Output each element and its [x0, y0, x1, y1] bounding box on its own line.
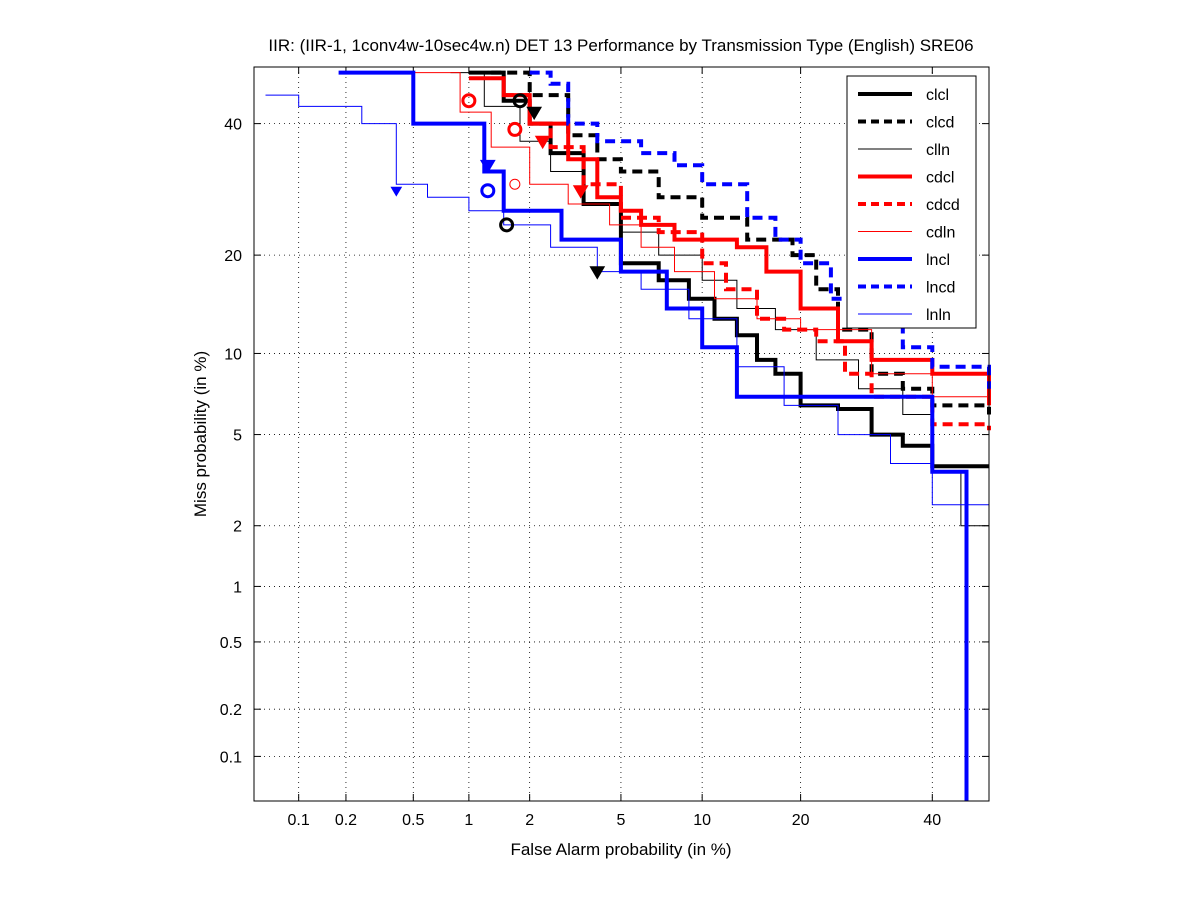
x-tick-label: 1 — [464, 812, 473, 829]
y-tick-label: 2 — [233, 519, 242, 536]
y-tick-label: 0.2 — [220, 702, 242, 719]
x-tick-label: 20 — [792, 812, 810, 829]
actual-dcf-marker-clcl — [589, 266, 606, 280]
y-tick-label: 10 — [224, 346, 242, 363]
actual-dcf-marker-clcd — [526, 106, 543, 121]
legend-label-cdln: cdln — [926, 225, 955, 242]
y-tick-label: 5 — [233, 428, 242, 445]
y-tick-label: 40 — [224, 117, 242, 134]
y-tick-label: 20 — [224, 248, 242, 265]
x-tick-label: 2 — [525, 812, 534, 829]
legend-label-clcd: clcd — [926, 115, 954, 132]
x-tick-label: 10 — [693, 812, 711, 829]
det-curve-clcd — [491, 70, 991, 415]
legend: clcl clcd clln cdcl cdcd cdln lncl lncd lnln — [846, 75, 977, 329]
det-curve-lncl — [338, 70, 969, 801]
det-curve-cdcd — [503, 93, 991, 431]
min-dcf-marker-lncl — [480, 183, 496, 199]
x-tick-label: 5 — [616, 812, 625, 829]
operating-point-markers — [390, 93, 606, 280]
y-axis-label: Miss probability (in %) — [191, 351, 210, 517]
plot-area-border — [253, 66, 990, 802]
x-ticks: 0.1 0.2 0.5 1 2 5 10 20 40 — [288, 67, 941, 829]
x-tick-label: 40 — [923, 812, 941, 829]
legend-label-lncd: lncd — [926, 280, 955, 297]
y-ticks: 0.1 0.2 0.5 1 2 5 10 20 40 — [220, 117, 989, 766]
legend-label-clcl: clcl — [926, 87, 949, 104]
legend-label-lncl: lncl — [926, 252, 950, 269]
min-dcf-marker-clcl — [499, 217, 515, 233]
x-tick-label: 0.5 — [402, 812, 424, 829]
legend-label-cdcd: cdcd — [926, 197, 960, 214]
x-axis-label: False Alarm probability (in %) — [510, 840, 731, 859]
y-tick-label: 0.5 — [220, 635, 242, 652]
actual-dcf-marker-lncl — [479, 159, 496, 174]
legend-label-lnln: lnln — [926, 307, 951, 324]
chart-title: IIR: (IIR-1, 1conv4w-10sec4w.n) DET 13 P… — [268, 36, 973, 55]
actual-dcf-marker-lnln — [390, 186, 403, 197]
y-tick-label: 1 — [233, 579, 242, 596]
min-dcf-marker-cdcl — [461, 93, 477, 109]
y-tick-label: 0.1 — [220, 749, 242, 766]
actual-dcf-marker-cdcd — [534, 135, 551, 150]
actual-dcf-marker-cdcl — [572, 185, 589, 199]
min-dcf-marker-cdln — [509, 178, 521, 190]
x-tick-label: 0.1 — [288, 812, 310, 829]
x-tick-label: 0.2 — [335, 812, 357, 829]
min-dcf-marker-clcd — [512, 93, 528, 109]
legend-label-cdcl: cdcl — [926, 170, 954, 187]
det-curve-cdln — [413, 72, 990, 401]
legend-label-clln: clln — [926, 142, 950, 159]
min-dcf-marker-cdcd — [507, 121, 523, 137]
